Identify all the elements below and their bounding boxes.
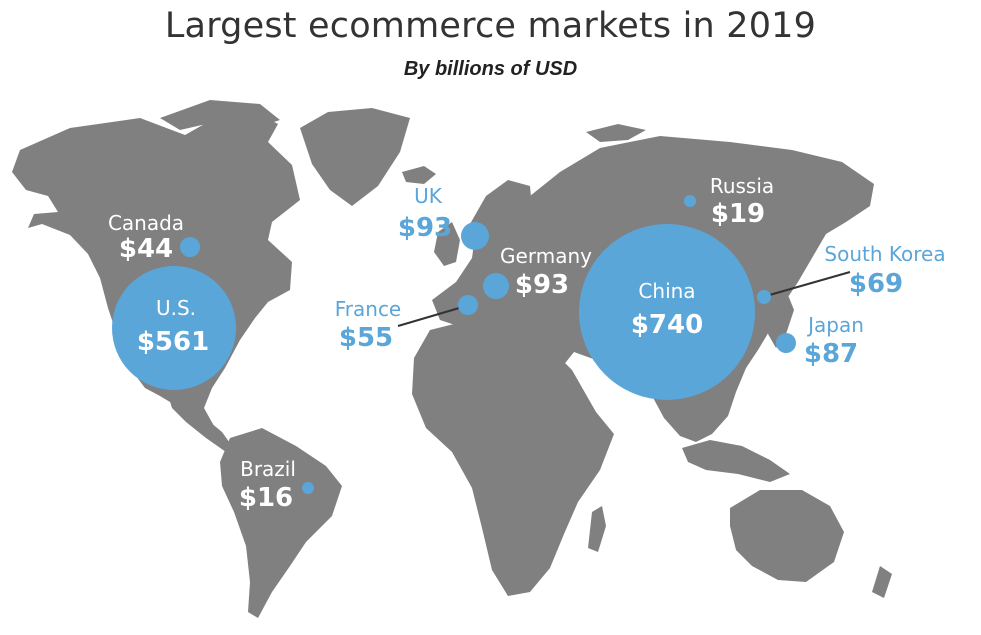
- label-name-france: France: [335, 297, 402, 321]
- land-new-zealand: [872, 566, 892, 598]
- bubble-uk: [461, 222, 489, 250]
- label-value-japan: $87: [804, 339, 858, 369]
- label-name-brazil: Brazil: [240, 457, 296, 481]
- leader-line-france: [397, 305, 467, 327]
- land-madagascar: [588, 506, 606, 552]
- label-value-canada: $44: [119, 234, 173, 264]
- label-name-russia: Russia: [710, 174, 774, 198]
- land-central-america: [168, 395, 232, 452]
- label-value-south-korea: $69: [849, 269, 903, 299]
- land-arctic-islands: [586, 124, 646, 142]
- label-value-germany: $93: [515, 270, 569, 300]
- bubble-germany: [483, 273, 509, 299]
- watermark: CSDN @Salesmartly: [840, 614, 967, 629]
- label-name-uk: UK: [414, 184, 443, 208]
- label-value-france: $55: [339, 323, 393, 353]
- market-bubbles: [112, 195, 796, 494]
- label-value-russia: $19: [711, 199, 765, 229]
- land-australia: [730, 490, 844, 582]
- map-title: Largest ecommerce markets in 2019: [164, 6, 817, 46]
- bubble-france: [458, 295, 478, 315]
- bubble-japan: [776, 333, 796, 353]
- land-japan: [768, 290, 794, 348]
- label-value-uk: $93: [398, 213, 452, 243]
- leader-line-south-korea: [765, 271, 851, 297]
- bubble-south-korea: [757, 290, 771, 304]
- land-africa: [412, 320, 614, 596]
- map-subtitle: By billions of USD: [403, 58, 578, 80]
- land-hudson-islands: [160, 100, 280, 130]
- bubble-canada: [180, 237, 200, 257]
- label-name-south-korea: South Korea: [824, 242, 945, 266]
- label-name-germany: Germany: [500, 244, 592, 268]
- label-name-japan: Japan: [806, 313, 864, 337]
- land-greenland: [300, 108, 410, 206]
- land-south-america: [220, 428, 342, 618]
- land-uk: [434, 222, 460, 266]
- label-value-china: $740: [631, 310, 703, 340]
- bubble-russia: [684, 195, 696, 207]
- label-value-us: $561: [137, 327, 209, 357]
- label-name-china: China: [638, 279, 695, 303]
- bubble-china: [579, 224, 755, 400]
- label-value-brazil: $16: [239, 483, 293, 513]
- bubble-us: [112, 266, 236, 390]
- land-se-asia-islands: [682, 440, 790, 482]
- label-name-canada: Canada: [108, 211, 184, 235]
- land-iceland: [402, 166, 436, 184]
- label-name-us: U.S.: [156, 296, 196, 320]
- bubble-brazil: [302, 482, 314, 494]
